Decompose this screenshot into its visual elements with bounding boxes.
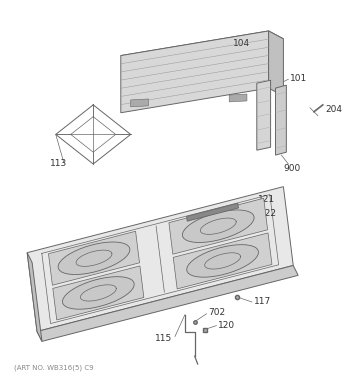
Text: 702: 702 bbox=[209, 308, 226, 317]
Text: 101: 101 bbox=[290, 74, 308, 83]
Polygon shape bbox=[268, 31, 284, 96]
Text: 113: 113 bbox=[50, 160, 67, 169]
Polygon shape bbox=[37, 266, 298, 341]
Polygon shape bbox=[187, 203, 238, 221]
Polygon shape bbox=[169, 198, 268, 254]
Polygon shape bbox=[62, 277, 134, 309]
Text: 900: 900 bbox=[284, 164, 301, 173]
Text: 104: 104 bbox=[233, 39, 250, 48]
Text: 117: 117 bbox=[254, 297, 271, 307]
Text: 115: 115 bbox=[155, 334, 173, 343]
Polygon shape bbox=[229, 94, 247, 102]
Polygon shape bbox=[131, 99, 148, 107]
Text: 120: 120 bbox=[218, 321, 236, 330]
Polygon shape bbox=[48, 231, 140, 285]
Polygon shape bbox=[121, 31, 284, 63]
Polygon shape bbox=[121, 31, 268, 113]
Polygon shape bbox=[182, 210, 254, 242]
Polygon shape bbox=[187, 245, 258, 277]
Polygon shape bbox=[173, 233, 272, 289]
Polygon shape bbox=[257, 80, 271, 150]
Text: 114: 114 bbox=[57, 307, 74, 316]
Text: (ART NO. WB316(5) C9: (ART NO. WB316(5) C9 bbox=[14, 364, 94, 370]
Polygon shape bbox=[27, 186, 293, 332]
Text: 121: 121 bbox=[258, 195, 275, 204]
Polygon shape bbox=[275, 85, 286, 155]
Text: 204: 204 bbox=[326, 105, 343, 114]
Polygon shape bbox=[53, 266, 144, 320]
Polygon shape bbox=[27, 253, 42, 341]
Polygon shape bbox=[58, 242, 130, 275]
Text: 122: 122 bbox=[260, 209, 277, 218]
